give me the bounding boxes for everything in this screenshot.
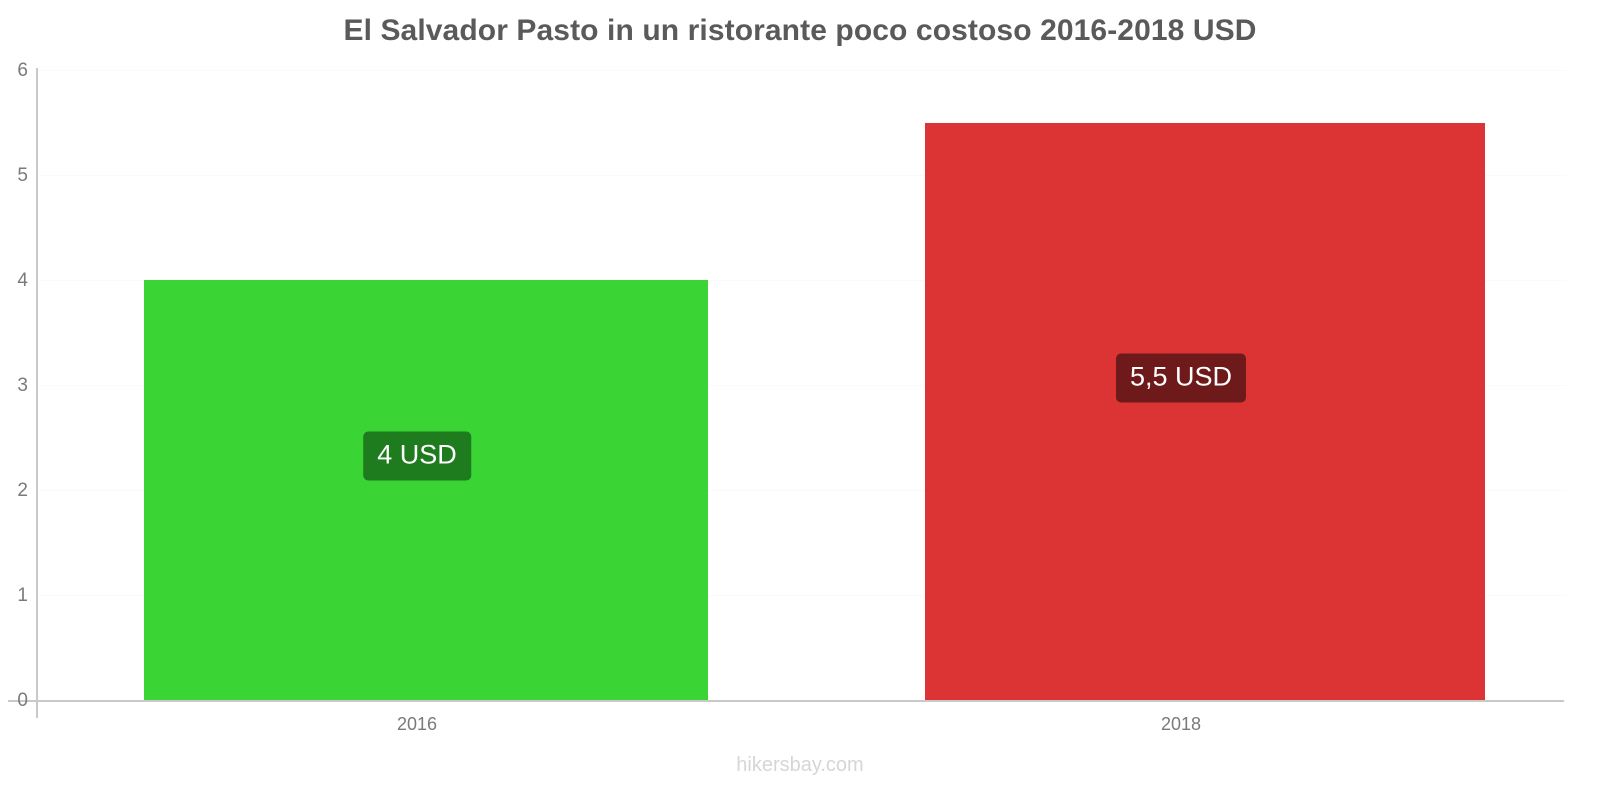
x-axis-line: [8, 700, 1564, 702]
x-axis-label-2018: 2018: [1160, 714, 1202, 734]
y-tick-3: 3: [17, 375, 28, 396]
y-tick-1: 1: [17, 585, 28, 606]
gridline-5: [36, 175, 1566, 176]
gridline-6: [36, 70, 1566, 71]
y-tick-2: 2: [17, 480, 28, 501]
y-tick-4: 4: [17, 270, 28, 291]
gridline-1: [36, 595, 1566, 596]
gridline-3: [36, 385, 1566, 386]
y-tick-5: 5: [17, 165, 28, 186]
value-label-2016: 4 USD: [363, 431, 471, 481]
y-tick-0: 0: [17, 690, 28, 711]
gridline-2: [36, 490, 1566, 491]
watermark: hikersbay.com: [736, 754, 864, 776]
bar-2018[interactable]: [925, 122, 1485, 700]
y-tick-6: 6: [17, 60, 28, 81]
x-axis-label-2016: 2016: [396, 714, 438, 734]
gridline-4: [36, 280, 1566, 281]
bar-2016[interactable]: [144, 280, 708, 700]
bars-layer: [36, 70, 1566, 700]
chart-title: El Salvador Pasto in un ristorante poco …: [343, 14, 1257, 47]
y-axis-line: [36, 68, 38, 718]
value-label-2018: 5,5 USD: [1115, 353, 1247, 403]
